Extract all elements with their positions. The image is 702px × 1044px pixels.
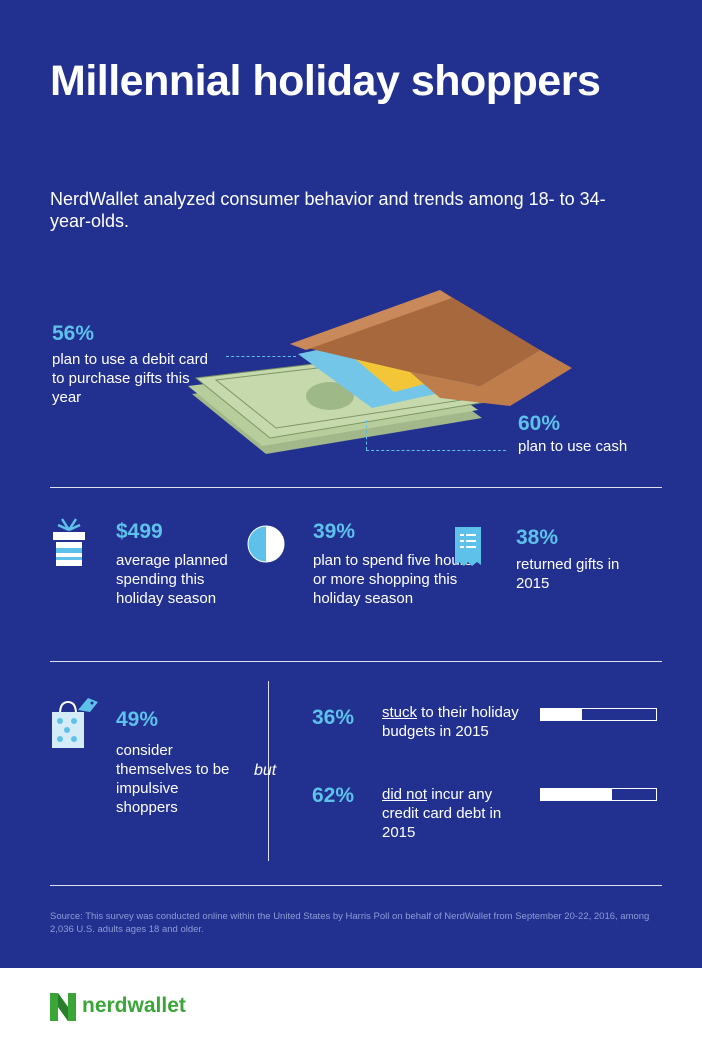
debit-text: plan to use a debit card to purchase gif…	[52, 351, 208, 406]
source-note: Source: This survey was conducted online…	[50, 911, 650, 935]
gift-box-icon	[53, 518, 85, 566]
shopping-bag-icon	[52, 698, 98, 748]
no-debt-text-rest: incur any credit card debt in 2015	[382, 786, 502, 841]
receipt-icon	[455, 527, 481, 566]
nerdwallet-logo-icon	[50, 993, 76, 1021]
divider-1	[50, 487, 662, 488]
no-debt-text: did not incur any credit card debt in 20…	[382, 785, 532, 842]
nerdwallet-logo-text: nerdwallet	[82, 994, 186, 1017]
no-debt-progress-bar	[540, 788, 657, 801]
cash-text: plan to use cash	[518, 438, 628, 455]
budget-text-underlined: stuck	[382, 704, 418, 721]
divider-2	[50, 661, 662, 662]
page-subtitle: NerdWallet analyzed consumer behavior an…	[50, 189, 606, 231]
page-title: Millennial holiday shoppers	[50, 57, 601, 105]
budget-text-rest: to their holiday budgets in 2015	[382, 704, 519, 740]
budget-text: stuck to their holiday budgets in 2015	[382, 703, 532, 741]
cash-leader-line	[366, 450, 506, 451]
vertical-divider	[268, 681, 269, 861]
debit-percent: 56%	[52, 322, 95, 345]
pie-clock-icon	[247, 525, 285, 563]
spending-text: average planned spending this holiday se…	[116, 552, 228, 607]
but-connector: but	[254, 762, 277, 779]
cash-leader-line-vertical	[366, 420, 367, 450]
budget-progress-fill	[541, 709, 583, 720]
no-debt-value: 62%	[312, 784, 355, 807]
cash-percent: 60%	[518, 412, 561, 435]
returned-gifts-value: 38%	[516, 526, 559, 549]
impulse-value: 49%	[116, 708, 159, 731]
wallet-illustration	[188, 290, 572, 454]
infographic-panel	[0, 0, 702, 968]
shopping-hours-value: 39%	[313, 520, 356, 543]
shopping-hours-text: plan to spend five hours or more shoppin…	[313, 552, 473, 607]
debit-leader-line	[226, 356, 296, 357]
wallet-icon	[290, 290, 572, 406]
impulse-text: consider themselves to be impulsive shop…	[116, 742, 230, 816]
returned-gifts-text: returned gifts in 2015	[516, 556, 620, 592]
budget-value: 36%	[312, 706, 355, 729]
spending-value: $499	[116, 520, 163, 543]
divider-3	[50, 885, 662, 886]
no-debt-text-underlined: did not	[382, 786, 428, 803]
budget-progress-bar	[540, 708, 657, 721]
no-debt-progress-fill	[541, 789, 613, 800]
